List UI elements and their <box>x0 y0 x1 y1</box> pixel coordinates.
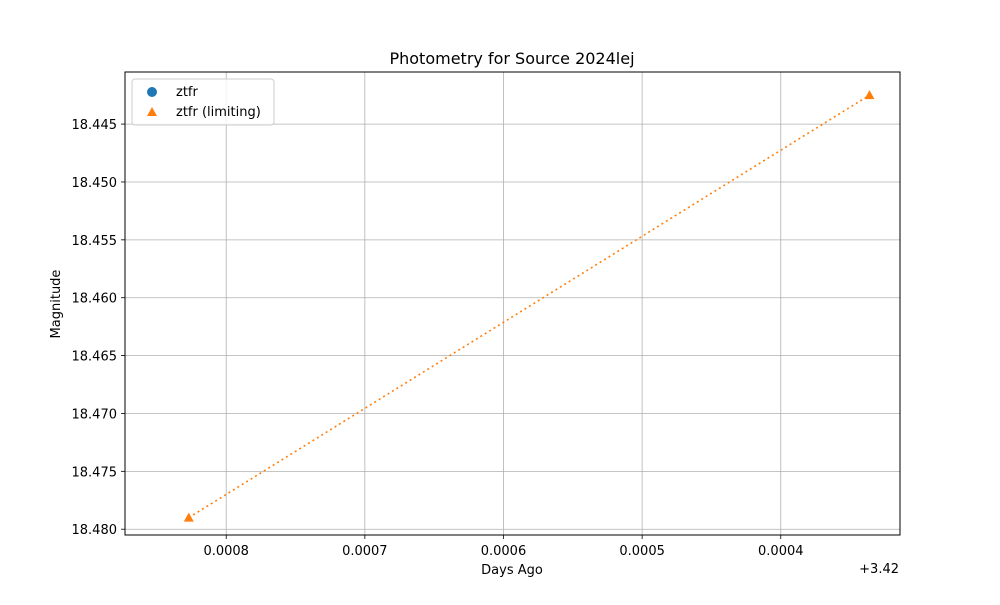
y-axis-label: Magnitude <box>49 270 64 339</box>
legend-label-ztfr: ztfr <box>176 85 198 100</box>
y-tick-label: 18.445 <box>72 118 118 133</box>
data-point-triangle <box>864 90 875 100</box>
y-tick-label: 18.470 <box>72 407 118 422</box>
grid <box>125 72 900 535</box>
legend: ztfr ztfr (limiting) <box>131 78 275 126</box>
y-tick-label: 18.460 <box>72 292 118 307</box>
x-tick-label: 0.0007 <box>342 544 388 559</box>
legend-marker-ztfr <box>147 87 157 97</box>
chart-title: Photometry for Source 2024lej <box>389 49 634 68</box>
x-tick-label: 0.0004 <box>758 544 804 559</box>
x-tick-label: 0.0008 <box>203 544 249 559</box>
legend-box <box>131 78 275 126</box>
x-tick-label: 0.0006 <box>481 544 527 559</box>
legend-marker-ztfr-limiting <box>147 107 157 116</box>
x-axis-offset: +3.42 <box>859 562 899 577</box>
y-tick-label: 18.450 <box>72 176 118 191</box>
series-layer <box>183 90 875 522</box>
series-line-1 <box>188 94 870 519</box>
x-axis-label: Days Ago <box>481 563 543 578</box>
plot-frame <box>124 71 901 536</box>
y-tick-label: 18.465 <box>72 350 118 365</box>
x-tick-label: 0.0005 <box>619 544 665 559</box>
legend-label-ztfr-limiting: ztfr (limiting) <box>176 105 261 120</box>
y-tick-label: 18.480 <box>72 523 118 538</box>
y-tick-label: 18.475 <box>72 465 118 480</box>
ticks: 0.0008 0.0007 0.0006 0.0005 0.0004 18.445 18.4… <box>72 118 804 559</box>
data-point-triangle <box>183 512 194 522</box>
y-tick-label: 18.455 <box>72 234 118 249</box>
